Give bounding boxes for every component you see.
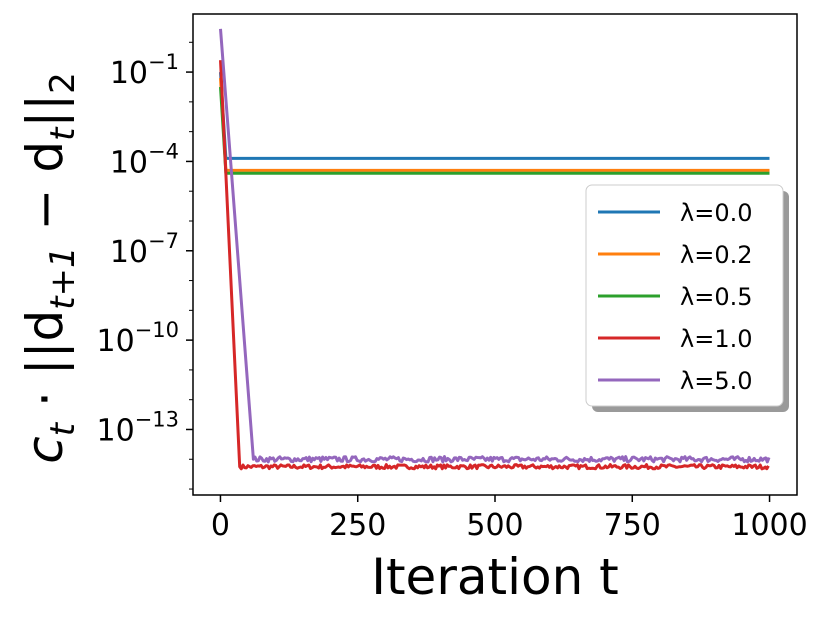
x-tick-label: 1000 — [731, 508, 807, 543]
y-tick-label: 10−13 — [96, 407, 179, 448]
x-tick-label: 0 — [211, 508, 230, 543]
x-tick-label: 750 — [604, 508, 661, 543]
legend-box — [585, 184, 784, 407]
series-line — [219, 86, 770, 175]
legend-label: λ=0.5 — [680, 283, 752, 311]
y-axis: 10−1 10−4 10−7 10−10 10−13 — [96, 41, 193, 490]
legend-label: λ=1.0 — [680, 325, 752, 353]
y-tick-label: 10−4 — [110, 139, 179, 180]
x-axis-label: Iteration t — [371, 548, 619, 606]
series-line — [219, 72, 770, 160]
y-tick-label: 10−7 — [110, 229, 179, 270]
series-line — [219, 60, 770, 471]
series-line — [219, 77, 770, 172]
y-tick-label: 10−10 — [96, 318, 179, 359]
legend-label: λ=0.0 — [680, 199, 752, 227]
y-axis-label: ct · ||dt+1 − dt||2 — [16, 72, 83, 464]
legend-label: λ=0.2 — [680, 241, 752, 269]
series-line — [219, 28, 771, 464]
x-axis: 0 250 500 750 1000 — [211, 495, 808, 543]
legend: λ=0.0 λ=0.2 λ=0.5 λ=1.0 λ=5.0 — [585, 184, 789, 412]
x-tick-label: 500 — [466, 508, 523, 543]
y-tick-label: 10−1 — [110, 50, 179, 91]
x-tick-label: 250 — [329, 508, 386, 543]
legend-label: λ=5.0 — [680, 367, 752, 395]
plot-lines — [219, 28, 771, 471]
